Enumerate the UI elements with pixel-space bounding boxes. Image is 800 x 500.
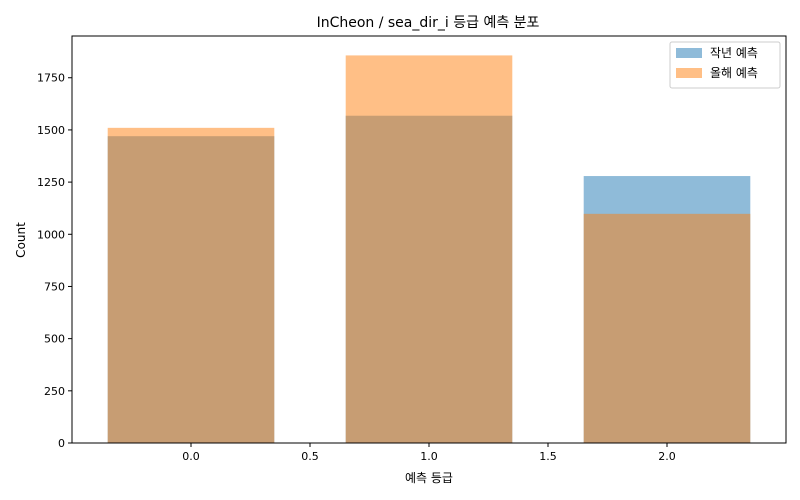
y-tick-label: 1000 [37, 228, 65, 241]
x-tick-label: 0.5 [301, 450, 319, 463]
y-tick-label: 1500 [37, 124, 65, 137]
x-tick-label: 0.0 [182, 450, 200, 463]
bar-series1-cat2 [583, 213, 751, 443]
y-tick-label: 750 [44, 280, 65, 293]
bar-series1-cat0 [107, 127, 275, 443]
legend-swatch [676, 48, 702, 58]
y-tick-label: 0 [58, 437, 65, 450]
legend-label: 올해 예측 [710, 66, 758, 80]
x-tick-label: 2.0 [658, 450, 676, 463]
y-axis-label: Count [14, 222, 28, 258]
y-tick-label: 250 [44, 385, 65, 398]
chart-title: InCheon / sea_dir_i 등급 예측 분포 [317, 15, 540, 31]
y-tick-label: 1250 [37, 176, 65, 189]
legend-swatch [676, 68, 702, 78]
x-tick-label: 1.5 [539, 450, 557, 463]
y-axis: 0 250 500 750 1000 1250 1500 1750 [37, 72, 72, 450]
y-tick-label: 1750 [37, 72, 65, 85]
bar-series1-cat1 [345, 55, 513, 444]
bars-group [107, 55, 751, 444]
legend-label: 작년 예측 [710, 46, 758, 60]
x-axis-label: 예측 등급 [405, 471, 453, 485]
x-axis: 0.0 0.5 1.0 1.5 2.0 [182, 443, 676, 463]
y-tick-label: 500 [44, 333, 65, 346]
x-tick-label: 1.0 [420, 450, 438, 463]
